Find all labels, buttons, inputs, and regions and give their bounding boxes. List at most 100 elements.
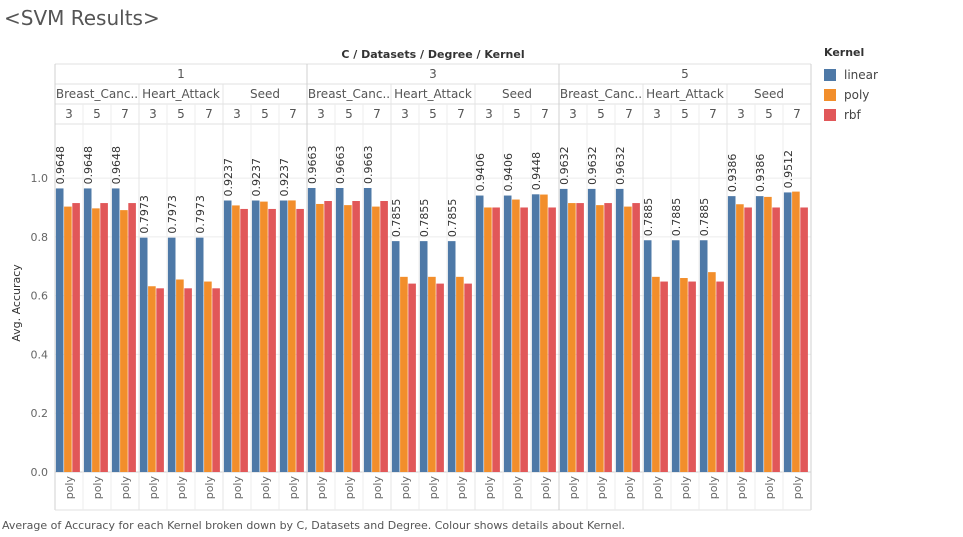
bar-linear bbox=[643, 240, 652, 472]
bar-linear bbox=[139, 237, 148, 472]
y-tick-label: 0.2 bbox=[31, 407, 49, 420]
legend-title: Kernel bbox=[824, 46, 865, 59]
degree-label: 3 bbox=[485, 107, 493, 121]
bar-value-label: 0.9632 bbox=[614, 146, 627, 185]
y-tick-label: 1.0 bbox=[31, 172, 49, 185]
bar-value-label: 0.9237 bbox=[250, 158, 263, 197]
chart-title: C / Datasets / Degree / Kernel bbox=[341, 48, 524, 61]
degree-label: 5 bbox=[93, 107, 101, 121]
bar-linear bbox=[307, 187, 316, 472]
degree-label: 7 bbox=[541, 107, 549, 121]
x-tick-label: poly bbox=[343, 476, 356, 500]
x-tick-label: poly bbox=[735, 476, 748, 500]
bar-value-label: 0.7885 bbox=[642, 198, 655, 237]
bar-poly bbox=[708, 272, 716, 472]
y-tick-label: 0.4 bbox=[31, 348, 49, 361]
legend-label-linear: linear bbox=[844, 68, 878, 82]
bar-poly bbox=[232, 205, 240, 472]
bar-value-label: 0.9512 bbox=[782, 150, 795, 189]
legend-item-rbf[interactable]: rbf bbox=[824, 105, 878, 125]
legend-label-rbf: rbf bbox=[844, 108, 861, 122]
bar-linear bbox=[111, 188, 120, 473]
bar-linear bbox=[279, 200, 288, 473]
x-tick-label: poly bbox=[63, 476, 76, 500]
x-tick-label: poly bbox=[231, 476, 244, 500]
x-tick-label: poly bbox=[175, 476, 188, 500]
legend-swatch-rbf bbox=[824, 109, 836, 121]
bar-linear bbox=[671, 240, 680, 472]
y-tick-label: 0.0 bbox=[31, 466, 49, 479]
bar-linear bbox=[195, 237, 204, 472]
bar-linear bbox=[783, 192, 792, 472]
x-tick-label: poly bbox=[119, 476, 132, 500]
degree-label: 5 bbox=[597, 107, 605, 121]
bar-linear bbox=[335, 187, 344, 472]
degree-label: 3 bbox=[149, 107, 157, 121]
bar-value-label: 0.7885 bbox=[670, 198, 683, 237]
y-tick-label: 0.8 bbox=[31, 231, 49, 244]
dataset-label: Breast_Canc.. bbox=[56, 87, 138, 101]
dataset-label: Heart_Attack bbox=[142, 87, 220, 101]
bar-rbf bbox=[492, 207, 500, 472]
bar-value-label: 0.9632 bbox=[558, 146, 571, 185]
x-tick-label: poly bbox=[539, 476, 552, 500]
degree-label: 7 bbox=[457, 107, 465, 121]
degree-label: 7 bbox=[289, 107, 297, 121]
x-tick-label: poly bbox=[287, 476, 300, 500]
bar-value-label: 0.7855 bbox=[418, 199, 431, 238]
dataset-label: Breast_Canc.. bbox=[560, 87, 642, 101]
degree-label: 3 bbox=[233, 107, 241, 121]
bar-linear bbox=[615, 188, 624, 472]
bar-linear bbox=[447, 241, 456, 472]
bar-rbf bbox=[604, 203, 612, 472]
x-tick-label: poly bbox=[455, 476, 468, 500]
bar-rbf bbox=[352, 201, 360, 472]
x-tick-label: poly bbox=[651, 476, 664, 500]
x-tick-label: poly bbox=[763, 476, 776, 500]
bar-rbf bbox=[380, 201, 388, 472]
degree-label: 3 bbox=[569, 107, 577, 121]
degree-label: 5 bbox=[261, 107, 269, 121]
bar-value-label: 0.9648 bbox=[54, 146, 67, 185]
legend-label-poly: poly bbox=[844, 88, 870, 102]
degree-label: 3 bbox=[653, 107, 661, 121]
bar-rbf bbox=[212, 288, 220, 472]
bar-rbf bbox=[660, 281, 668, 472]
bar-value-label: 0.9406 bbox=[474, 153, 487, 192]
x-tick-label: poly bbox=[371, 476, 384, 500]
bar-poly bbox=[372, 206, 380, 472]
bar-poly bbox=[652, 276, 660, 472]
bar-poly bbox=[512, 199, 520, 472]
bar-poly bbox=[400, 276, 408, 472]
degree-label: 5 bbox=[765, 107, 773, 121]
bar-value-label: 0.9663 bbox=[362, 145, 375, 184]
bar-rbf bbox=[324, 201, 332, 472]
bar-poly bbox=[204, 281, 212, 472]
degree-label: 3 bbox=[737, 107, 745, 121]
legend-item-linear[interactable]: linear bbox=[824, 65, 878, 85]
bar-linear bbox=[531, 194, 540, 472]
c-group-label: 1 bbox=[177, 67, 185, 81]
legend-swatch-linear bbox=[824, 69, 836, 81]
legend-item-poly[interactable]: poly bbox=[824, 85, 878, 105]
x-tick-label: poly bbox=[567, 476, 580, 500]
bar-value-label: 0.9386 bbox=[726, 154, 739, 193]
chart-caption: Average of Accuracy for each Kernel brok… bbox=[2, 519, 626, 532]
dataset-label: Seed bbox=[502, 87, 532, 101]
dataset-label: Seed bbox=[250, 87, 280, 101]
bar-poly bbox=[596, 205, 604, 472]
degree-label: 5 bbox=[345, 107, 353, 121]
bar-value-label: 0.9237 bbox=[278, 158, 291, 197]
bar-rbf bbox=[548, 207, 556, 472]
bar-linear bbox=[419, 241, 428, 472]
bar-rbf bbox=[296, 208, 304, 473]
bar-poly bbox=[316, 203, 324, 473]
bar-rbf bbox=[576, 203, 584, 472]
bar-linear bbox=[55, 188, 64, 473]
bar-linear bbox=[559, 188, 568, 472]
bar-value-label: 0.7973 bbox=[138, 195, 151, 234]
bar-value-label: 0.7973 bbox=[194, 195, 207, 234]
bar-linear bbox=[587, 188, 596, 472]
bar-value-label: 0.7855 bbox=[390, 199, 403, 238]
degree-label: 3 bbox=[65, 107, 73, 121]
